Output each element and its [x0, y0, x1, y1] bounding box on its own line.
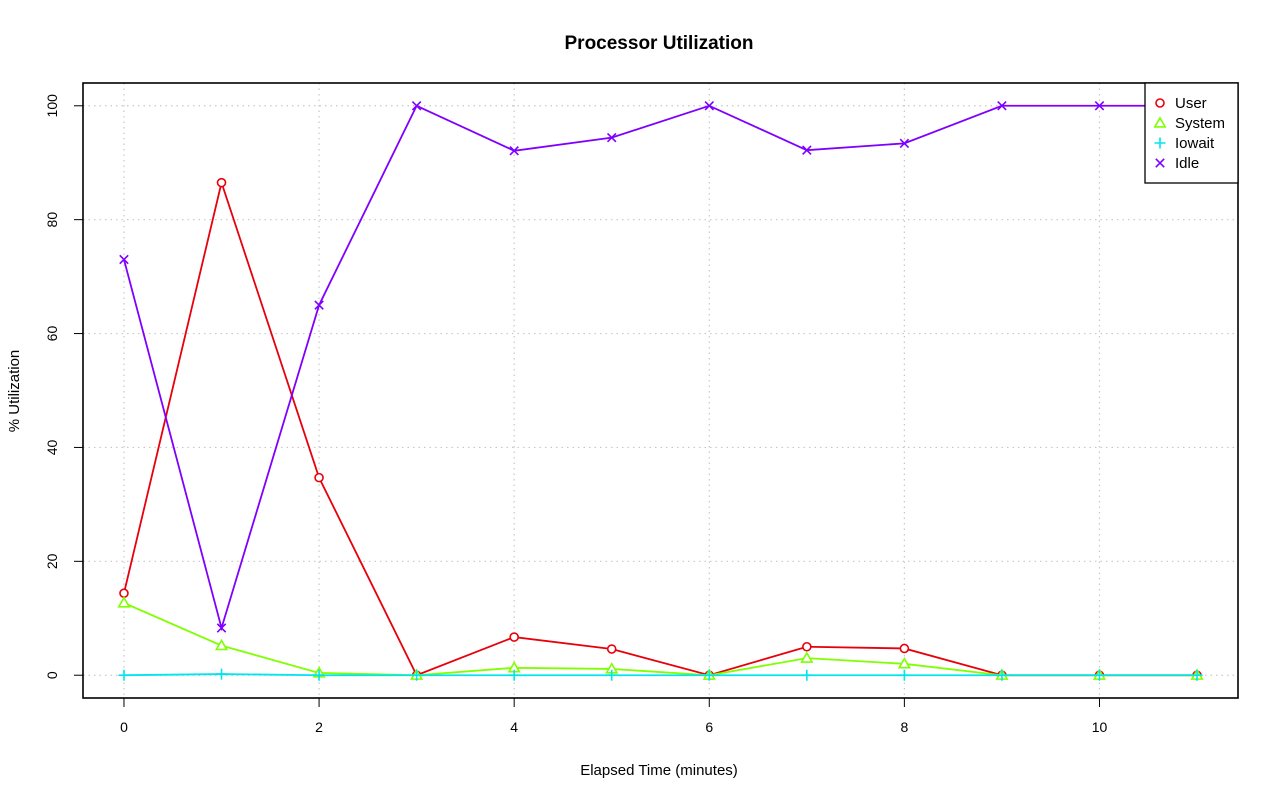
data-point-idle [119, 254, 129, 265]
data-point-idle [802, 145, 812, 155]
grid [83, 83, 1238, 698]
legend-label-iowait: Iowait [1175, 135, 1215, 152]
legend-label-user: User [1175, 95, 1207, 112]
y-tick-label: 80 [44, 212, 60, 228]
data-point-idle [216, 623, 227, 633]
data-point-user [606, 644, 617, 654]
x-tick-label: 0 [120, 719, 128, 735]
series-system [117, 596, 1204, 680]
data-point-iowait [411, 669, 423, 681]
data-point-iowait [606, 669, 618, 681]
data-point-user [119, 588, 129, 599]
x-tick-label: 2 [315, 719, 323, 735]
data-point-user [802, 641, 812, 652]
data-point-user [899, 643, 910, 654]
data-point-idle [997, 101, 1007, 111]
y-tick-label: 20 [44, 553, 60, 569]
data-point-idle [704, 101, 715, 111]
series-line-iowait [123, 673, 1198, 677]
data-point-idle [606, 132, 617, 143]
y-axis-label: % Utilization [6, 350, 23, 433]
legend-marker-idle [1155, 158, 1165, 168]
legend-marker-user [1155, 98, 1165, 108]
data-point-idle [411, 101, 422, 111]
y-tick-label: 60 [44, 326, 60, 342]
series-line-system [123, 602, 1198, 677]
data-point-iowait [898, 669, 910, 681]
data-point-idle [1094, 101, 1105, 111]
data-point-idle [509, 145, 519, 156]
data-point-iowait [118, 669, 130, 681]
data-point-idle [314, 300, 324, 310]
y-tick-label: 40 [44, 439, 60, 455]
data-point-user [216, 177, 227, 188]
x-tick-label: 8 [900, 719, 908, 735]
legend: User System Iowait Idle [1144, 82, 1239, 184]
y-tick-label: 0 [44, 671, 60, 679]
data-point-iowait [1191, 669, 1203, 681]
data-point-iowait [1093, 669, 1105, 681]
series [117, 101, 1204, 681]
data-point-idle [899, 138, 910, 149]
data-point-user [509, 632, 519, 642]
data-point-iowait [703, 669, 715, 681]
x-axis-label: Elapsed Time (minutes) [580, 762, 738, 779]
legend-label-system: System [1175, 115, 1225, 132]
data-point-user [314, 472, 324, 483]
x-tick-label: 10 [1092, 719, 1108, 735]
data-point-system [800, 651, 814, 663]
data-point-iowait [313, 669, 325, 681]
series-line-user [123, 179, 1198, 677]
chart-title: Processor Utilization [565, 33, 754, 54]
data-point-iowait [216, 668, 228, 680]
legend-label-idle: Idle [1175, 155, 1199, 172]
plot-frame [82, 82, 1239, 699]
legend-marker-system [1153, 116, 1167, 128]
data-point-iowait [996, 669, 1008, 681]
data-point-iowait [801, 669, 813, 681]
series-iowait [118, 668, 1203, 681]
data-point-iowait [508, 669, 520, 681]
data-point-system [214, 638, 229, 651]
legend-marker-iowait [1154, 137, 1166, 149]
series-line-idle [123, 104, 1198, 632]
y-tick-label: 100 [44, 94, 60, 118]
x-tick-label: 4 [510, 719, 518, 735]
data-point-system [117, 596, 131, 608]
x-tick-label: 6 [705, 719, 713, 735]
data-point-system [897, 657, 911, 669]
